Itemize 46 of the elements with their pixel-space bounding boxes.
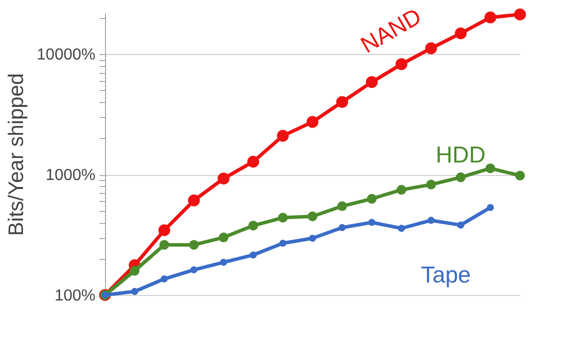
point [484, 12, 496, 24]
point [220, 258, 228, 266]
point [218, 172, 230, 184]
point [454, 27, 467, 40]
point [278, 212, 288, 223]
point [366, 76, 378, 88]
y-tick-label: 10000% [36, 46, 96, 64]
point [247, 156, 260, 168]
y-tick-label: 100% [54, 288, 96, 304]
point [276, 130, 289, 142]
series-label: HDD [436, 141, 486, 168]
point [366, 194, 377, 204]
point [514, 8, 526, 20]
point [425, 42, 437, 54]
point [426, 180, 436, 190]
point [396, 58, 408, 70]
point [457, 222, 464, 229]
point [486, 204, 494, 212]
point [218, 232, 228, 242]
point [188, 194, 200, 206]
point [368, 218, 376, 226]
point [248, 220, 258, 230]
point [308, 234, 316, 242]
point [336, 96, 348, 108]
point [337, 201, 348, 212]
point [398, 224, 405, 232]
point [338, 224, 346, 232]
point [515, 170, 525, 180]
point [306, 116, 318, 128]
point [160, 275, 168, 282]
point [250, 251, 257, 259]
point [308, 212, 318, 222]
point [190, 266, 198, 274]
point [396, 184, 406, 195]
y-tick-label: 1000% [46, 167, 96, 184]
point [159, 240, 170, 250]
point [130, 266, 140, 276]
point [456, 172, 466, 182]
point [428, 216, 435, 224]
y-axis-title: Bits/Year shipped [4, 73, 28, 236]
point [158, 224, 170, 236]
point [279, 240, 286, 247]
point [131, 288, 138, 295]
point [189, 240, 199, 250]
point [485, 163, 496, 174]
series-label: Tape [420, 261, 471, 288]
